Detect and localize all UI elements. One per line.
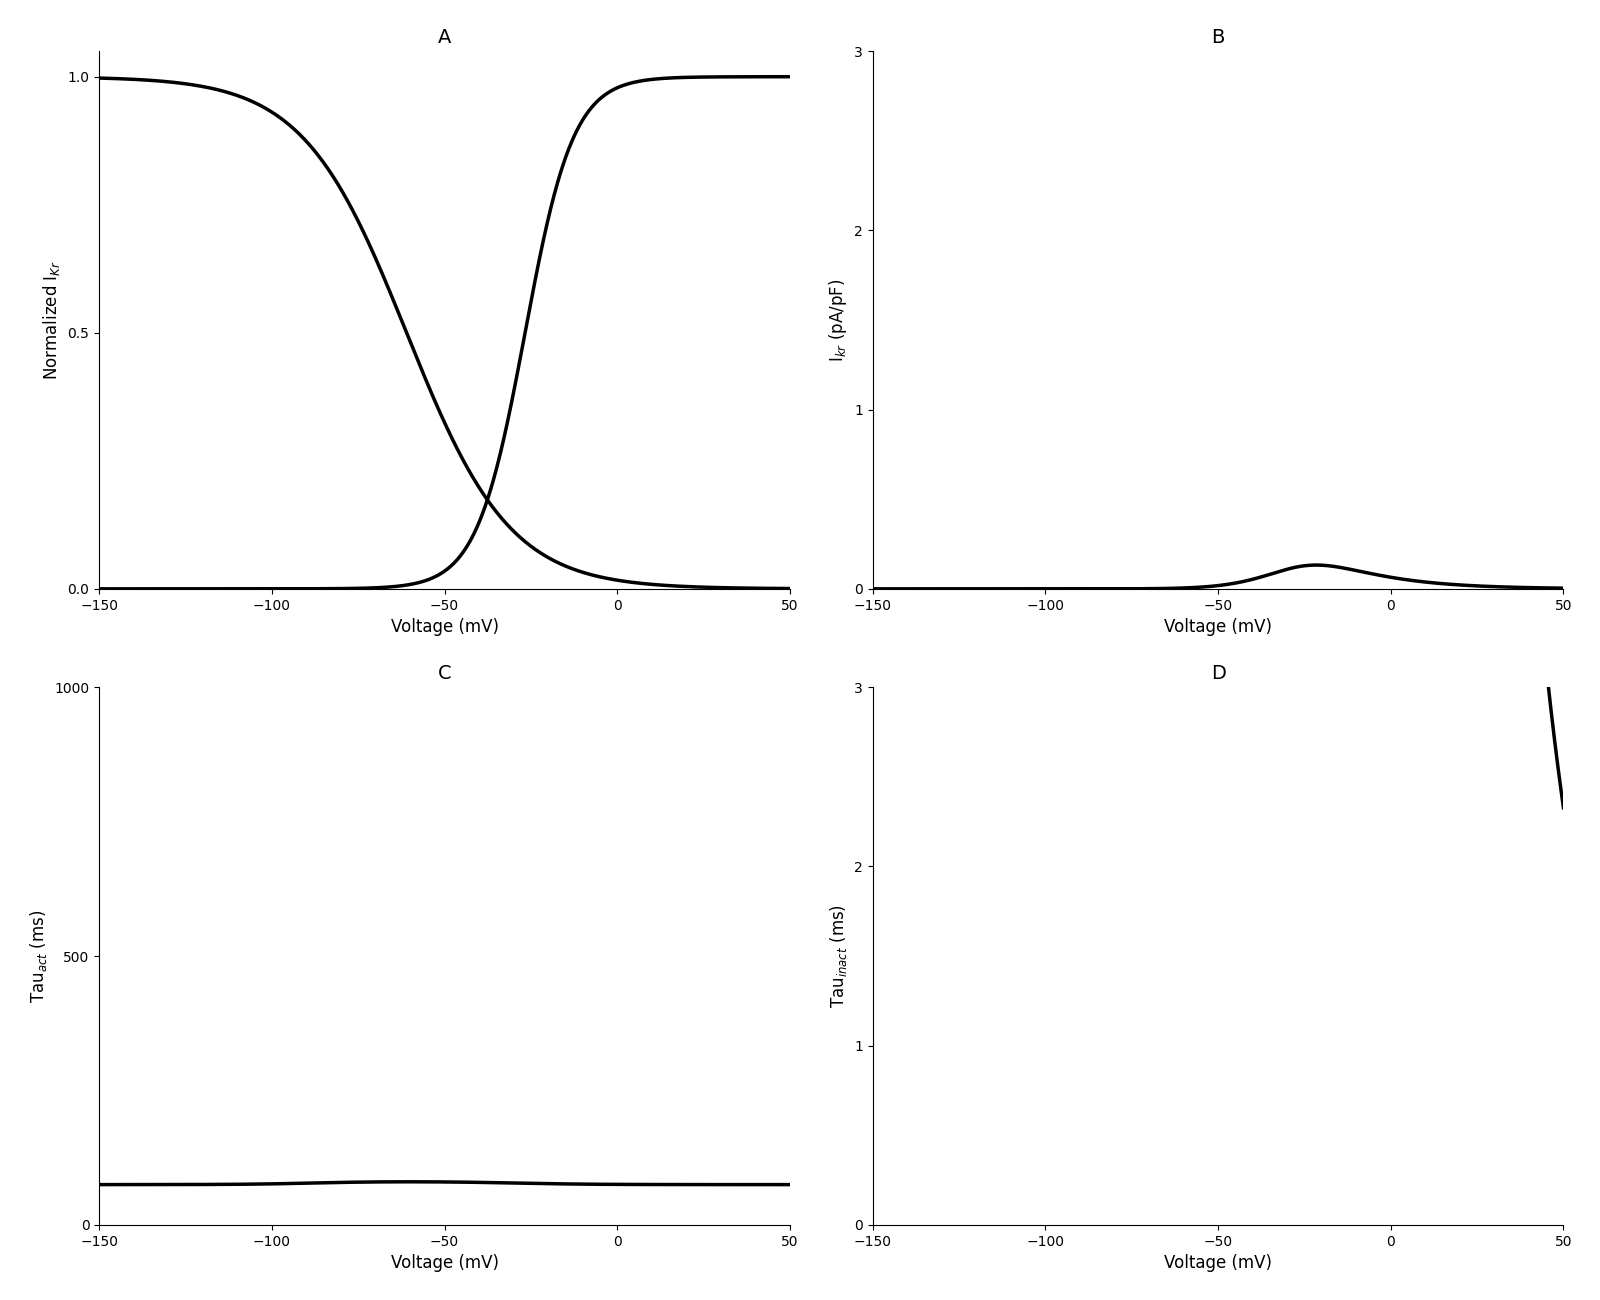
Y-axis label: Tau$_{inact}$ (ms): Tau$_{inact}$ (ms) — [827, 903, 848, 1008]
X-axis label: Voltage (mV): Voltage (mV) — [1165, 618, 1272, 636]
X-axis label: Voltage (mV): Voltage (mV) — [390, 618, 499, 636]
X-axis label: Voltage (mV): Voltage (mV) — [390, 1254, 499, 1273]
Title: C: C — [438, 664, 451, 683]
Title: B: B — [1211, 27, 1224, 47]
Y-axis label: Normalized I$_{Kr}$: Normalized I$_{Kr}$ — [42, 260, 62, 380]
Title: A: A — [438, 27, 451, 47]
Title: D: D — [1211, 664, 1226, 683]
X-axis label: Voltage (mV): Voltage (mV) — [1165, 1254, 1272, 1273]
Y-axis label: I$_{kr}$ (pA/pF): I$_{kr}$ (pA/pF) — [827, 278, 848, 361]
Y-axis label: Tau$_{act}$ (ms): Tau$_{act}$ (ms) — [27, 910, 48, 1002]
